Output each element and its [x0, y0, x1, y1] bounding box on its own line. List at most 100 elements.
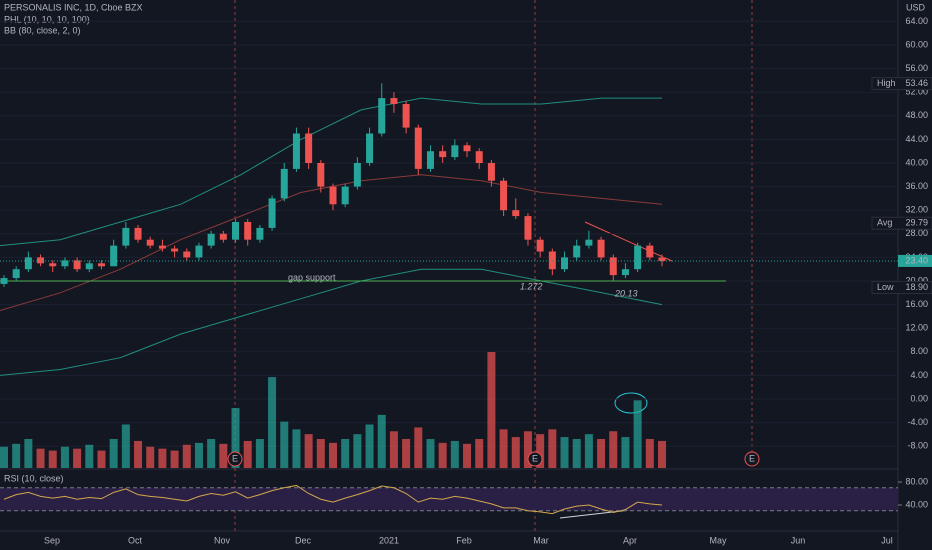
candle-body: [646, 245, 654, 258]
candle-body: [451, 145, 459, 158]
volume-bar: [170, 450, 179, 468]
level-name: Avg: [877, 218, 892, 228]
candle-body: [268, 198, 276, 228]
last-price-label: 23.40: [905, 255, 928, 265]
candle-body: [561, 257, 569, 270]
candle-body: [439, 151, 447, 158]
x-tick-label: Sep: [44, 535, 60, 545]
candle-body: [426, 151, 434, 169]
volume-bar: [475, 439, 484, 468]
candle-body: [524, 216, 532, 240]
candle-body: [183, 251, 191, 258]
volume-bar: [231, 408, 240, 468]
volume-bar: [438, 442, 447, 468]
level-value: 18.90: [905, 282, 928, 292]
currency: USD: [906, 2, 926, 12]
candle-body: [171, 248, 179, 252]
volume-bar: [0, 446, 8, 468]
volume-bar: [609, 431, 618, 468]
candle-body: [548, 251, 556, 270]
volume-bar: [85, 444, 94, 468]
volume-bar: [121, 424, 130, 468]
volume-bar: [377, 414, 386, 468]
candle-body: [195, 245, 203, 258]
volume-bar: [194, 442, 203, 468]
bollinger-lower: [0, 268, 663, 376]
candle-body: [110, 245, 118, 267]
highlight: [614, 392, 648, 414]
earnings-circle: [744, 451, 760, 467]
candle-body: [414, 127, 422, 169]
rsi-line: [3, 484, 663, 515]
y-tick-label: -8.00: [907, 441, 928, 451]
volume-bar: [548, 429, 557, 468]
annotation: 20.13: [614, 288, 638, 298]
bollinger-upper: [0, 97, 662, 247]
candle-body: [73, 260, 81, 270]
candle-body: [97, 263, 105, 267]
volume-bar: [109, 439, 118, 468]
candle-body: [0, 278, 8, 284]
x-tick-label: Dec: [295, 535, 312, 545]
candle-body: [341, 186, 349, 205]
volume-bar: [280, 421, 289, 468]
volume-bar: [645, 439, 654, 468]
y-tick-label: 64.00: [905, 16, 928, 26]
volume-bar: [341, 439, 350, 468]
volume-bar: [304, 434, 313, 468]
volume-bar: [597, 439, 606, 468]
candle-body: [402, 104, 410, 128]
level-box: [871, 280, 932, 294]
candle-body: [244, 222, 252, 240]
volume-bar: [560, 437, 569, 468]
candle-body: [463, 145, 471, 152]
volume-bar: [633, 400, 642, 468]
y-tick-label: 28.00: [905, 228, 928, 238]
x-tick-label: 2021: [379, 535, 399, 545]
volume-bar: [48, 450, 57, 468]
x-tick-label: Mar: [533, 535, 549, 545]
y-tick-label: -4.00: [907, 417, 928, 427]
y-tick-label: 44.00: [905, 134, 928, 144]
candle-body: [500, 180, 508, 211]
candle-body: [61, 260, 69, 267]
candle-body: [366, 133, 374, 163]
candle-body: [353, 163, 361, 187]
candle-body: [378, 98, 386, 134]
candle-body: [122, 227, 130, 246]
candle-body: [207, 233, 215, 246]
candle-body: [37, 257, 45, 264]
x-tick-label: May: [709, 535, 727, 545]
volume-bar: [219, 443, 228, 468]
candle-body: [134, 227, 142, 240]
x-tick-label: Nov: [214, 535, 231, 545]
y-tick-label: 0.00: [910, 393, 928, 403]
volume-bar: [536, 434, 545, 468]
y-tick-label: 36.00: [905, 181, 928, 191]
last-price-box: [898, 254, 932, 267]
y-tick-label: 16.00: [905, 299, 928, 309]
x-tick-label: Feb: [456, 535, 472, 545]
y-tick-label: 8.00: [910, 346, 928, 356]
rsi-tick-label: 40.00: [905, 499, 928, 509]
candle-body: [292, 133, 300, 169]
volume-bar: [487, 352, 496, 468]
level-name: Low: [877, 282, 894, 292]
y-tick-label: 20.00: [905, 275, 928, 285]
indicator-label: BB (80, close, 2, 0): [4, 25, 81, 35]
level-value: 53.46: [905, 78, 928, 88]
volume-bar: [292, 429, 301, 468]
volume-bar: [584, 434, 593, 468]
x-tick-label: Jun: [791, 535, 806, 545]
volume-bar: [463, 443, 472, 468]
candle-body: [329, 186, 337, 205]
rsi-band: [0, 487, 898, 511]
level-box: [871, 77, 932, 91]
volume-bar: [414, 427, 423, 468]
candle-body: [536, 239, 544, 252]
y-tick-label: 12.00: [905, 323, 928, 333]
volume-bar: [134, 440, 143, 468]
earnings-circle: [227, 451, 243, 467]
